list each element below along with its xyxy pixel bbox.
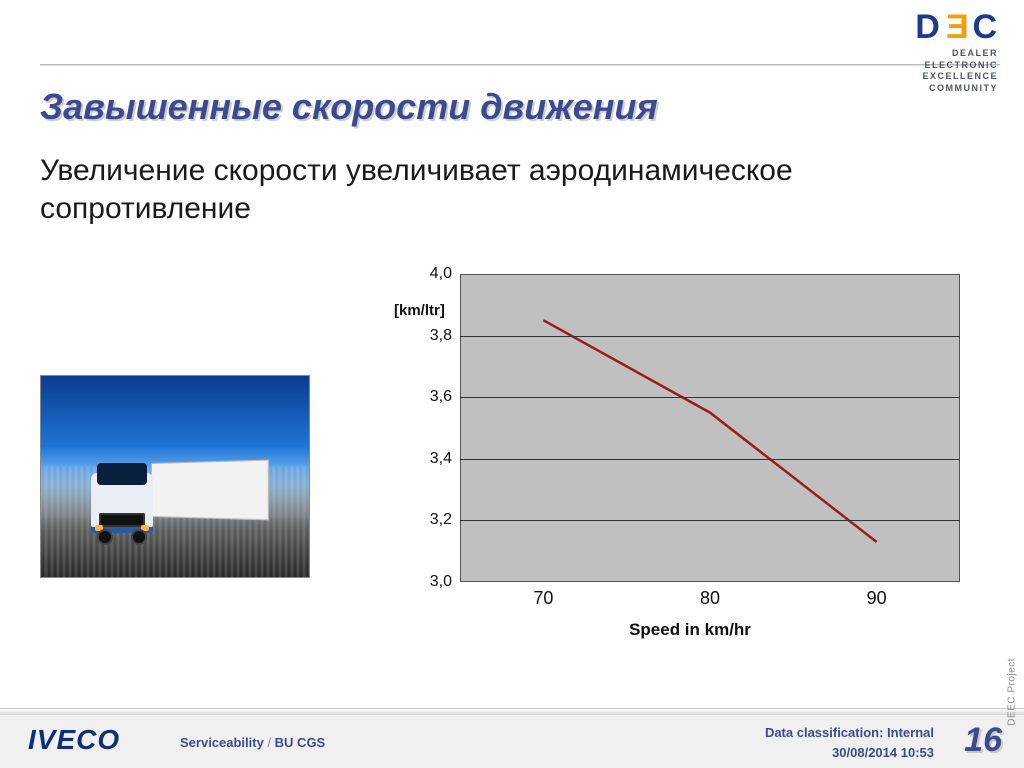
footer-right: Data classification: Internal 30/08/2014…: [765, 723, 934, 762]
x-tick-label: 70: [533, 588, 553, 609]
page-number: 16: [964, 721, 1002, 760]
side-project-tag: DEEC Project: [1007, 658, 1018, 726]
y-axis-unit: [km/ltr]: [394, 302, 445, 319]
y-tick-label: 3,8: [390, 327, 452, 345]
y-tick-label: 3,6: [390, 388, 452, 406]
x-tick-label: 90: [867, 588, 887, 609]
x-axis-label: Speed in km/hr: [390, 620, 990, 640]
y-tick-label: 3,4: [390, 450, 452, 468]
iveco-logo: IVECO: [28, 724, 120, 756]
dec-tagline: DEALER ELECTRONIC EXCELLENCE COMMUNITY: [878, 48, 998, 95]
chart-gridline: [460, 459, 960, 460]
chart-plot-area: [460, 274, 960, 582]
chart-gridline: [460, 336, 960, 337]
footer-center: Serviceability / BU CGS: [180, 735, 325, 750]
slide-subtitle: Увеличение скорости увеличивает аэродина…: [40, 152, 940, 227]
slide-footer: IVECO Serviceability / BU CGS Data class…: [0, 708, 1024, 768]
dec-letter-c: C: [972, 10, 998, 44]
chart-gridline: [460, 520, 960, 521]
dec-logo: D E C DEALER ELECTRONIC EXCELLENCE COMMU…: [878, 10, 998, 95]
chart-gridline: [460, 397, 960, 398]
header-rule: [40, 64, 1000, 66]
slide: D E C DEALER ELECTRONIC EXCELLENCE COMMU…: [0, 0, 1024, 768]
dec-letter-e: E: [945, 10, 969, 44]
truck-photo: [40, 375, 310, 578]
fuel-vs-speed-chart: [km/ltr] Speed in km/hr 4,0 3,8 3,6 3,4 3,2 3…: [390, 262, 990, 662]
x-tick-label: 80: [700, 588, 720, 609]
slide-title: Завышенные скорости движения: [40, 86, 658, 128]
y-tick-label: 3,2: [390, 511, 452, 529]
dec-letter-d: D: [915, 10, 941, 44]
y-tick-label: 3,0: [390, 573, 452, 591]
y-tick-label: 4,0: [390, 265, 452, 283]
